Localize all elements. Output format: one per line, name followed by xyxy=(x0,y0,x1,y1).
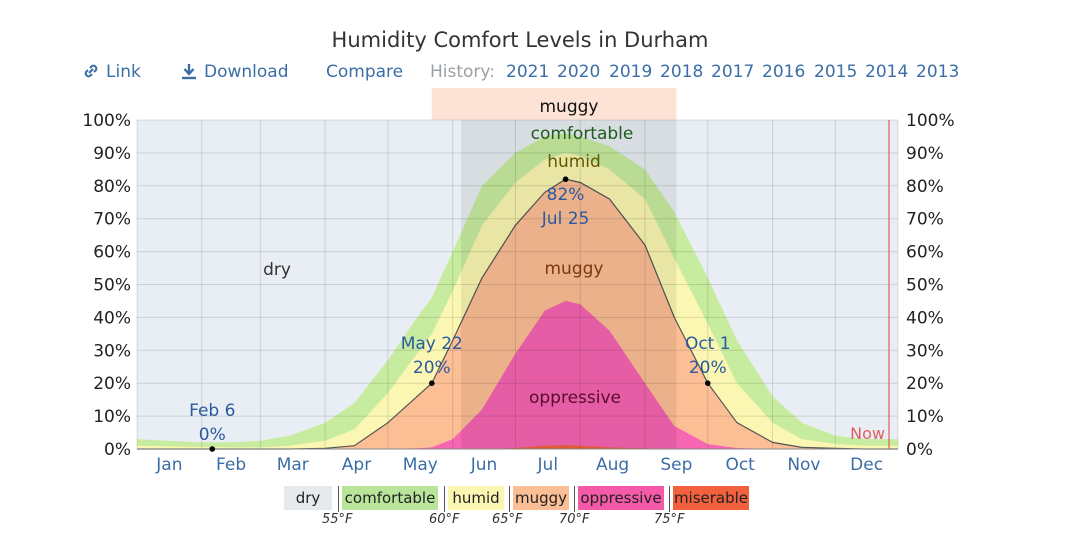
link-button[interactable]: Link xyxy=(82,62,141,82)
oppressive-area xyxy=(137,300,898,449)
annotation-date: Oct 1 xyxy=(685,334,731,354)
y-tick-label-left: 0% xyxy=(104,440,131,460)
y-tick-label-right: 90% xyxy=(906,144,944,164)
y-tick-label-left: 50% xyxy=(93,276,131,296)
y-tick-label-left: 30% xyxy=(93,341,131,361)
legend-dry: dry xyxy=(284,486,332,510)
x-tick-label: Oct xyxy=(725,455,755,475)
muggy-area xyxy=(137,179,898,449)
annotation-date: Jul 25 xyxy=(541,209,590,229)
y-tick-label-left: 60% xyxy=(93,243,131,263)
y-tick-label-left: 90% xyxy=(93,144,131,164)
annotation-dot xyxy=(428,380,435,387)
legend-separator xyxy=(669,486,670,512)
x-tick-label: Apr xyxy=(342,455,371,475)
x-tick-label: Sep xyxy=(660,455,692,475)
x-tick-label: Jan xyxy=(155,455,182,475)
legend-humid: humid xyxy=(448,486,504,510)
annotation-dot xyxy=(704,380,711,387)
y-tick-label-right: 10% xyxy=(906,407,944,427)
link-icon xyxy=(84,64,98,78)
history-year-link[interactable]: 2019 xyxy=(609,62,653,82)
history-year-link[interactable]: 2017 xyxy=(711,62,755,82)
history-year-link[interactable]: 2016 xyxy=(762,62,806,82)
legend-temp-label: 55°F xyxy=(322,512,353,527)
header-band-label: muggy xyxy=(540,97,599,117)
legend-separator xyxy=(509,486,510,512)
y-tick-label-left: 10% xyxy=(93,407,131,427)
band-label-oppressive: oppressive xyxy=(529,388,621,408)
annotation-value: 0% xyxy=(199,425,226,445)
x-tick-label: Jul xyxy=(537,455,559,475)
download-label: Download xyxy=(204,62,289,82)
y-tick-label-right: 60% xyxy=(906,243,944,263)
legend-temp-label: 70°F xyxy=(559,512,590,527)
legend-separator xyxy=(444,486,445,512)
history-year-link[interactable]: 2013 xyxy=(916,62,960,82)
history-year-link[interactable]: 2021 xyxy=(506,62,550,82)
band-label-humid: humid xyxy=(547,152,601,172)
y-tick-label-right: 30% xyxy=(906,341,944,361)
band-label-muggy: muggy xyxy=(545,259,604,279)
history-year-link[interactable]: 2018 xyxy=(660,62,704,82)
legend-temp-label: 75°F xyxy=(654,512,685,527)
y-tick-label-left: 70% xyxy=(93,210,131,230)
annotation-value: 20% xyxy=(689,358,727,378)
y-tick-label-right: 40% xyxy=(906,308,944,328)
x-tick-label: Mar xyxy=(277,455,309,475)
y-tick-label-right: 80% xyxy=(906,177,944,197)
summer-shading xyxy=(461,120,677,449)
y-tick-label-right: 0% xyxy=(906,440,933,460)
legend-oppressive: oppressive xyxy=(578,486,664,510)
annotation-date: Feb 6 xyxy=(189,401,235,421)
x-tick-label: Aug xyxy=(596,455,629,475)
annotation-value: 82% xyxy=(547,185,585,205)
chart-title: Humidity Comfort Levels in Durham xyxy=(331,28,709,52)
history-year-link[interactable]: 2020 xyxy=(557,62,601,82)
x-tick-label: Jun xyxy=(470,455,498,475)
y-tick-label-left: 80% xyxy=(93,177,131,197)
legend-miserable: miserable xyxy=(673,486,749,510)
band-label-comfortable: comfortable xyxy=(531,124,634,144)
legend-separator xyxy=(338,486,339,512)
now-label: Now xyxy=(850,424,885,443)
y-tick-label-right: 20% xyxy=(906,374,944,394)
link-label: Link xyxy=(106,62,141,82)
x-tick-label: May xyxy=(403,455,438,475)
y-tick-label-right: 100% xyxy=(906,111,955,131)
x-tick-label: Feb xyxy=(216,455,246,475)
header-band xyxy=(431,88,677,120)
legend-temp-label: 60°F xyxy=(429,512,460,527)
legend-muggy: muggy xyxy=(513,486,569,510)
annotation-date: May 22 xyxy=(401,334,463,354)
y-tick-label-left: 40% xyxy=(93,308,131,328)
download-icon xyxy=(182,64,196,80)
y-tick-label-left: 100% xyxy=(82,111,131,131)
download-button[interactable]: Download xyxy=(180,62,289,82)
x-tick-label: Dec xyxy=(850,455,883,475)
annotation-dot xyxy=(562,176,569,183)
miserable-area xyxy=(137,445,898,449)
y-tick-label-right: 50% xyxy=(906,276,944,296)
legend-temp-label: 65°F xyxy=(492,512,523,527)
legend-comfortable: comfortable xyxy=(342,486,438,510)
band-label-dry: dry xyxy=(263,260,291,280)
x-tick-label: Nov xyxy=(787,455,820,475)
history-label: History: xyxy=(430,62,495,82)
legend-separator xyxy=(574,486,575,512)
history-year-link[interactable]: 2015 xyxy=(814,62,858,82)
y-tick-label-right: 70% xyxy=(906,210,944,230)
annotation-dot xyxy=(209,446,216,452)
y-tick-label-left: 20% xyxy=(93,374,131,394)
compare-button[interactable]: Compare xyxy=(326,62,404,82)
annotation-value: 20% xyxy=(413,358,451,378)
history-year-link[interactable]: 2014 xyxy=(865,62,909,82)
